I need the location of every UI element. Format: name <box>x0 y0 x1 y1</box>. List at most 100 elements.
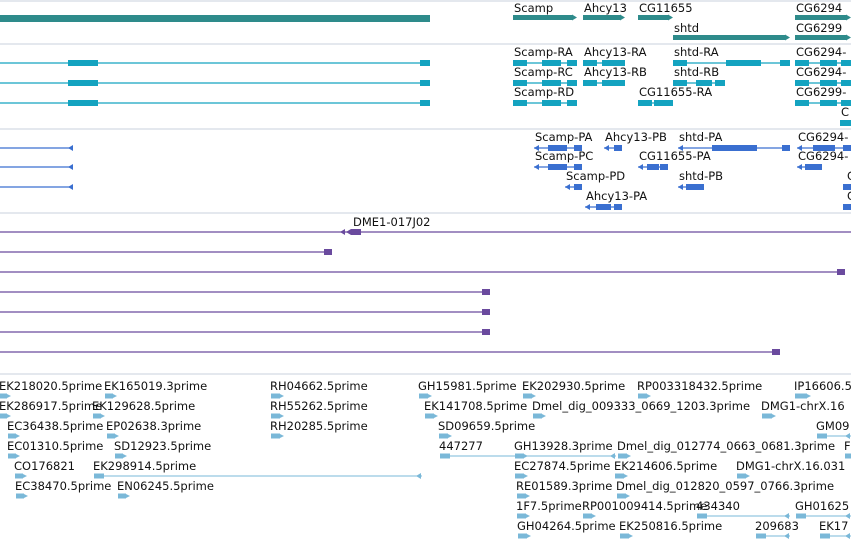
gene-label[interactable]: CG6299 <box>796 21 842 35</box>
est-feature[interactable] <box>845 453 851 459</box>
clone-end[interactable] <box>482 289 490 295</box>
est-label[interactable]: EC01310.5prime <box>7 439 103 453</box>
clone-end[interactable] <box>324 249 332 255</box>
gene-bar[interactable] <box>795 15 847 20</box>
est-feature[interactable] <box>115 453 127 459</box>
protein-label[interactable]: CG11655-PA <box>639 149 711 163</box>
est-block[interactable] <box>817 433 827 439</box>
protein-label[interactable]: CG6294- <box>798 149 848 163</box>
mrna-exon[interactable] <box>615 60 625 66</box>
est-label[interactable]: SD12923.5prime <box>114 439 211 453</box>
protein-exon[interactable] <box>574 184 582 190</box>
protein-feature[interactable] <box>678 145 790 151</box>
mrna-feature[interactable] <box>513 60 577 66</box>
mrna-exon[interactable] <box>715 80 725 86</box>
gene-feature[interactable] <box>0 15 430 22</box>
protein-feature[interactable] <box>797 145 851 151</box>
est-label[interactable]: Dmel_dig_012774_0663_0681.3prime <box>617 439 835 453</box>
est-label[interactable]: EN06245.5prime <box>117 479 214 493</box>
protein-feature[interactable] <box>843 184 851 190</box>
est-feature[interactable] <box>94 473 422 479</box>
mrna-exon[interactable] <box>542 80 561 86</box>
est-label[interactable]: SD09659.5prime <box>438 419 535 433</box>
gene-feature-cg6294[interactable] <box>795 14 851 21</box>
est-label[interactable]: EK202930.5prime <box>522 379 625 393</box>
gene-feature-cg11655[interactable] <box>638 14 673 21</box>
est-block[interactable] <box>845 453 851 459</box>
gene-bar[interactable] <box>513 15 573 20</box>
clone-feature[interactable] <box>0 289 490 295</box>
mrna-exon[interactable] <box>602 60 615 66</box>
protein-exon[interactable] <box>782 145 790 151</box>
clone-end[interactable] <box>482 309 490 315</box>
est-block[interactable] <box>518 533 527 539</box>
est-feature[interactable] <box>518 533 531 539</box>
est-block[interactable] <box>15 473 23 479</box>
mrna-exon[interactable] <box>68 80 98 86</box>
protein-label[interactable]: shtd-PB <box>679 169 723 183</box>
est-feature[interactable] <box>615 473 628 479</box>
est-block[interactable] <box>697 513 707 519</box>
est-label[interactable]: DMG1-chrX.16 <box>761 399 845 413</box>
est-block[interactable] <box>795 393 807 399</box>
est-block[interactable] <box>517 493 526 499</box>
est-block[interactable] <box>118 493 126 499</box>
clone-feature[interactable] <box>0 309 490 315</box>
est-label[interactable]: Dmel_dig_012820_0597_0766.3prime <box>616 479 834 493</box>
protein-label[interactable]: CG6294- <box>798 130 848 144</box>
est-block[interactable] <box>271 433 280 439</box>
est-label[interactable]: RH04662.5prime <box>270 379 368 393</box>
est-block[interactable] <box>93 413 101 419</box>
est-feature[interactable] <box>517 513 530 519</box>
mrna-feature[interactable] <box>795 60 851 66</box>
est-block[interactable] <box>515 473 524 479</box>
est-label[interactable]: 447277 <box>439 439 483 453</box>
est-feature[interactable] <box>16 493 28 499</box>
mrna-label[interactable]: Scamp-RC <box>514 65 573 79</box>
protein-exon[interactable] <box>647 164 659 170</box>
clone-end[interactable] <box>351 229 361 235</box>
mrna-exon[interactable] <box>663 100 673 106</box>
mrna-exon[interactable] <box>513 80 527 86</box>
mrna-feature[interactable] <box>673 60 790 66</box>
protein-exon[interactable] <box>548 164 567 170</box>
est-block[interactable] <box>105 393 113 399</box>
protein-feature[interactable] <box>534 145 582 151</box>
mrna-feature[interactable] <box>638 100 673 106</box>
gene-bar[interactable] <box>673 35 786 40</box>
est-feature[interactable] <box>105 393 117 399</box>
est-block[interactable] <box>8 433 16 439</box>
protein-exon[interactable] <box>843 204 851 210</box>
mrna-feature[interactable] <box>583 60 625 66</box>
est-label[interactable]: EK17 <box>819 519 848 533</box>
mrna-feature[interactable] <box>673 80 725 86</box>
est-block[interactable] <box>615 473 624 479</box>
protein-label[interactable]: C <box>847 169 851 183</box>
mrna-label[interactable]: shtd-RB <box>674 65 719 79</box>
mrna-label[interactable]: CG6299- <box>796 85 846 99</box>
protein-exon[interactable] <box>843 145 851 151</box>
est-label[interactable]: 209683 <box>755 519 799 533</box>
protein-exon[interactable] <box>548 145 567 151</box>
est-block[interactable] <box>737 473 746 479</box>
mrna-exon[interactable] <box>673 80 687 86</box>
mrna-exon[interactable] <box>615 80 625 86</box>
protein-feature[interactable] <box>604 145 622 151</box>
clone-feature[interactable] <box>0 229 851 235</box>
est-label[interactable]: Dmel_dig_009333_0669_1203.3prime <box>532 399 750 413</box>
est-label[interactable]: GH13928.3prime <box>514 439 613 453</box>
protein-label[interactable]: Scamp-PD <box>566 169 625 183</box>
gene-feature-shtd[interactable] <box>673 34 790 41</box>
est-label[interactable]: EK141708.5prime <box>424 399 527 413</box>
est-block[interactable] <box>517 513 526 519</box>
est-label[interactable]: GH01625 <box>795 499 849 513</box>
mrna-label[interactable]: Scamp-RA <box>514 45 573 59</box>
protein-exon[interactable] <box>805 164 815 170</box>
protein-exon[interactable] <box>686 184 696 190</box>
est-feature[interactable] <box>93 413 105 419</box>
est-block[interactable] <box>583 513 592 519</box>
mrna-exon[interactable] <box>696 80 712 86</box>
est-block[interactable] <box>271 413 280 419</box>
